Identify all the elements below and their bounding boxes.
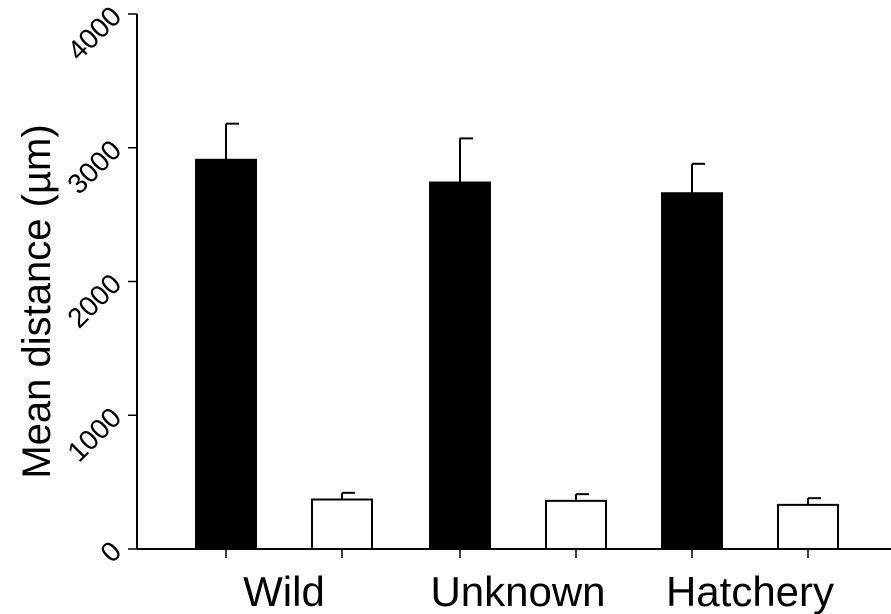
category-label: Wild	[243, 568, 325, 614]
y-tick-label: 2000	[61, 268, 127, 334]
y-axis-title: Mean distance (µm)	[15, 124, 59, 478]
category-label: Unknown	[430, 568, 605, 614]
y-tick-label: 0	[94, 535, 127, 568]
bars-group	[195, 122, 839, 551]
y-tick-label: 1000	[61, 402, 127, 468]
y-axis-ticks: 0 1000 2000 3000 4000	[61, 0, 137, 568]
bar	[429, 181, 491, 550]
bar	[195, 158, 257, 550]
y-tick-label: 3000	[61, 134, 127, 200]
bar	[311, 498, 373, 551]
bar	[545, 499, 607, 551]
x-axis-ticks: Wild Unknown Hatchery	[225, 549, 834, 614]
category-label: Hatchery	[666, 568, 834, 614]
bar	[777, 503, 839, 550]
y-tick-label: 4000	[61, 0, 127, 66]
bar	[661, 192, 723, 550]
